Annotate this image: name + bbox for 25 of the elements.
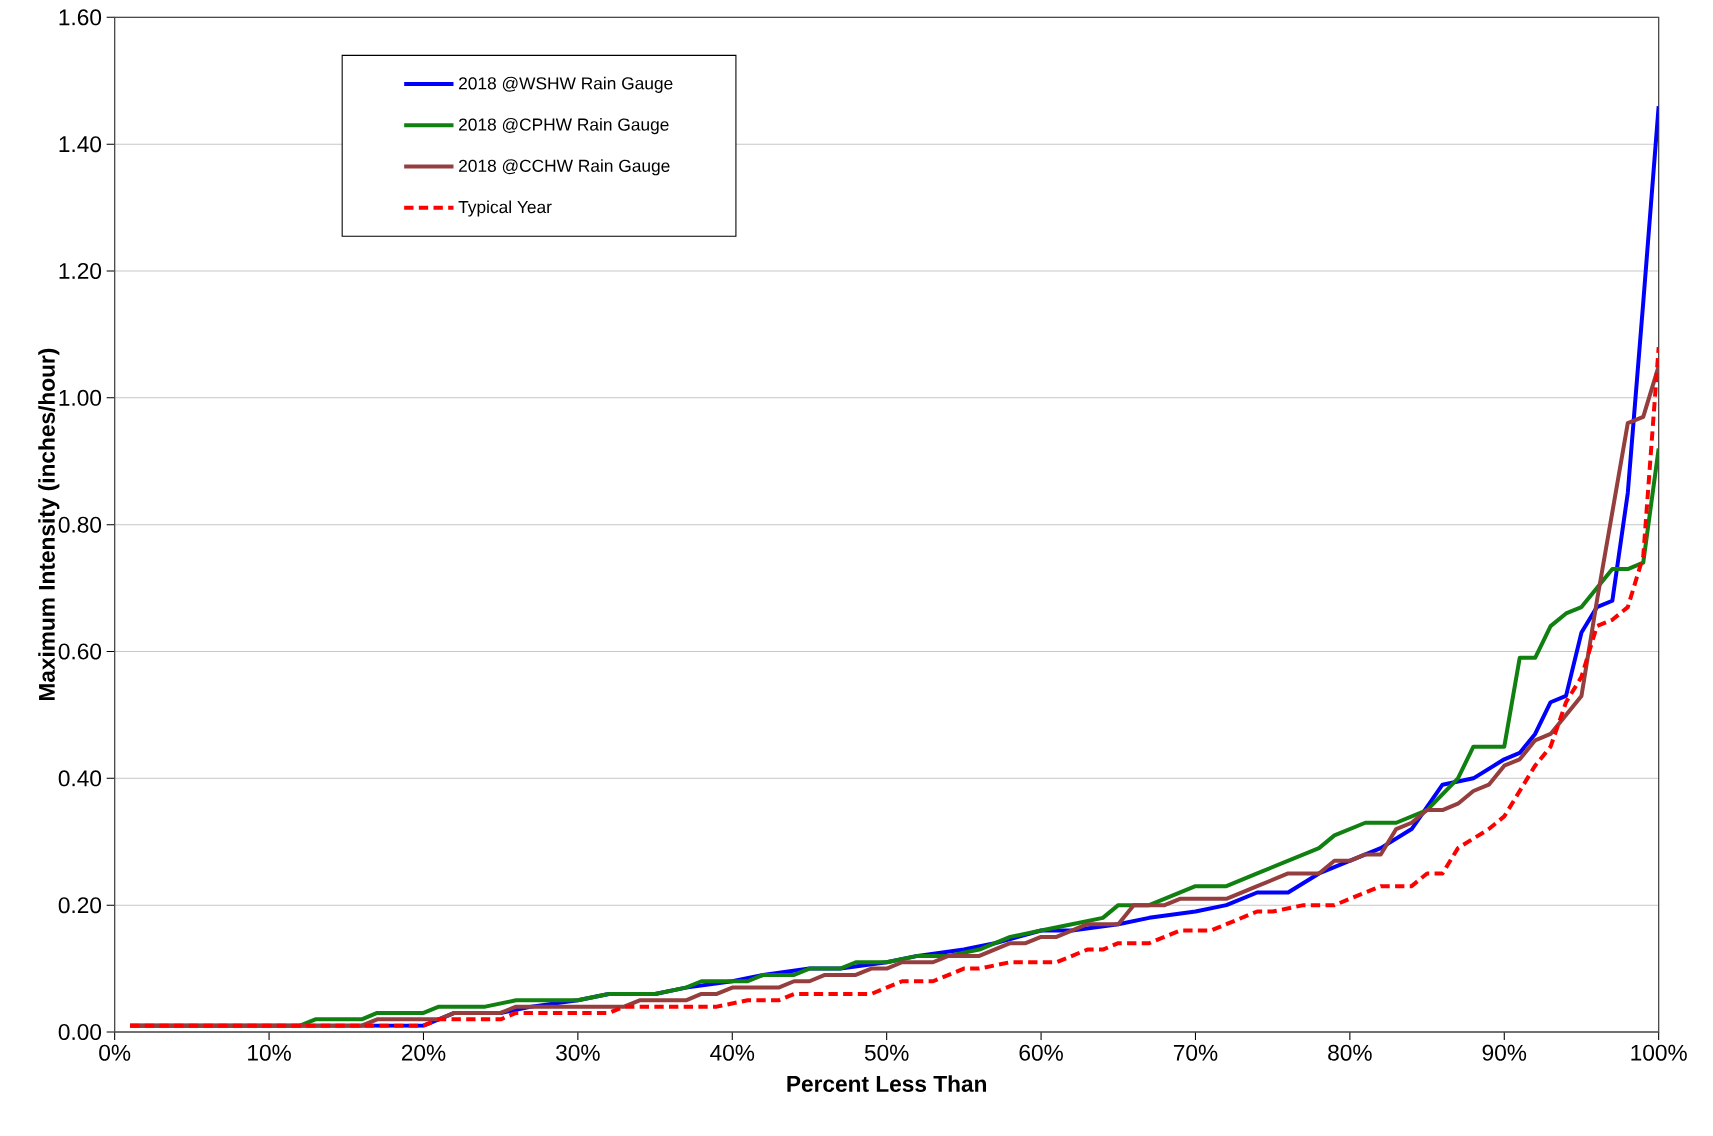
x-tick-label: 60% (1019, 1044, 1063, 1061)
x-tick-label: 50% (864, 1044, 909, 1061)
y-tick-label: 0.80 (58, 516, 102, 533)
x-tick-label: 20% (401, 1044, 446, 1061)
x-tick-label: 90% (1482, 1044, 1527, 1061)
legend-label: 2018 @CCHW Rain Gauge (459, 159, 670, 176)
y-tick-label: 0.40 (58, 770, 102, 787)
y-tick-label: 1.40 (59, 136, 102, 153)
x-tick-label: 80% (1328, 1044, 1372, 1061)
x-tick-label: 70% (1173, 1044, 1218, 1061)
y-tick-label: 1.00 (59, 389, 102, 406)
y-tick-label: 0.60 (58, 643, 102, 660)
y-tick-label: 0.00 (58, 1023, 102, 1041)
x-tick-label: 100% (1631, 1044, 1687, 1061)
x-tick-label: 40% (710, 1044, 755, 1061)
y-tick-label: 1.20 (59, 262, 102, 280)
x-tick-label: 10% (248, 1044, 291, 1061)
x-axis-title: Percent Less Than (787, 1075, 987, 1092)
legend-label: Typical Year (458, 200, 552, 217)
y-tick-label: 0.20 (58, 897, 102, 914)
y-tick-label: 1.60 (59, 9, 102, 26)
legend-label: 2018 @WSHW Rain Gauge (459, 76, 673, 93)
x-tick-label: 0% (99, 1044, 131, 1061)
x-tick-label: 30% (556, 1044, 600, 1061)
legend-label: 2018 @CPHW Rain Gauge (459, 117, 669, 135)
